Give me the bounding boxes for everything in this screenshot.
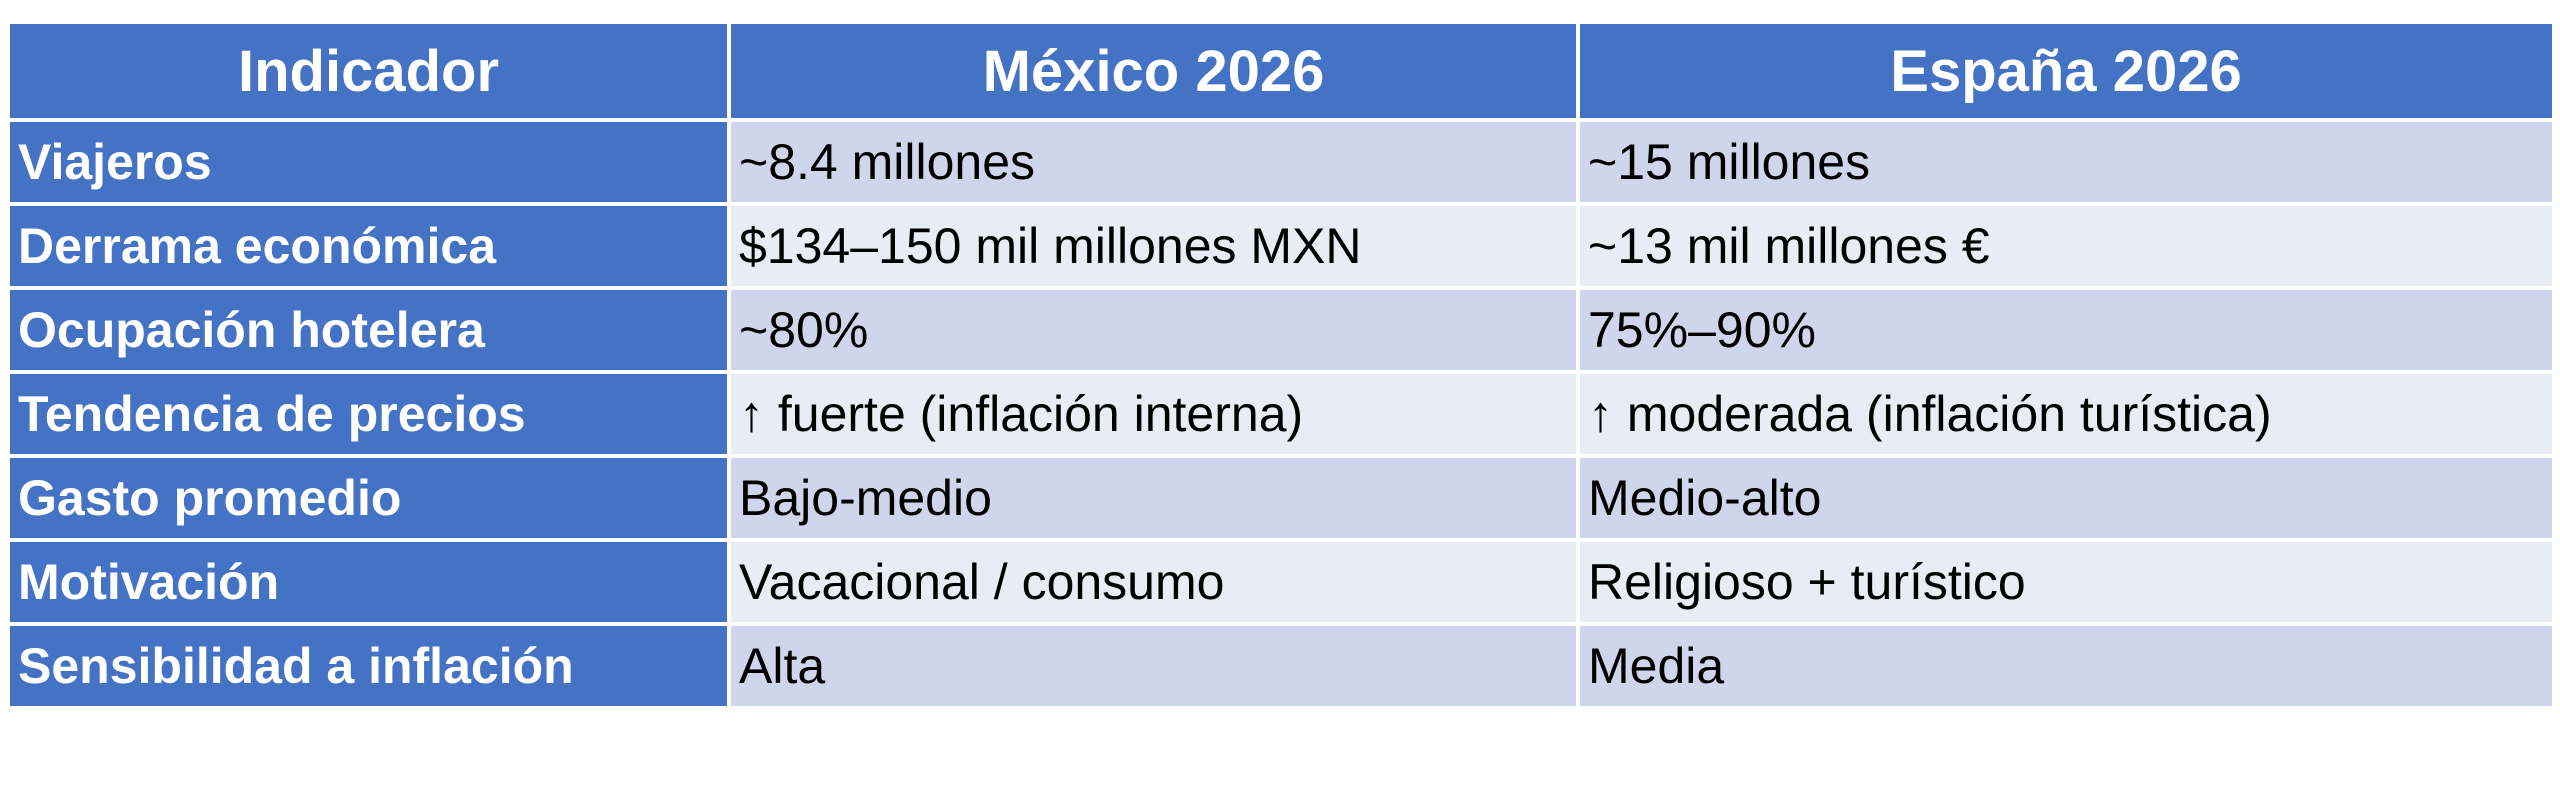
mexico-cell: Bajo-medio (727, 454, 1580, 542)
mexico-cell: Alta (727, 622, 1580, 710)
espana-cell: ~15 millones (1576, 118, 2556, 206)
indicator-cell: Derrama económica (6, 202, 731, 290)
table-row: Viajeros ~8.4 millones ~15 millones (6, 118, 2556, 206)
indicator-cell: Gasto promedio (6, 454, 731, 542)
indicator-cell: Ocupación hotelera (6, 286, 731, 374)
table-row: Derrama económica $134–150 mil millones M… (6, 202, 2556, 290)
espana-cell: Media (1576, 622, 2556, 710)
mexico-cell: ~80% (727, 286, 1580, 374)
espana-cell: ↑ moderada (inflación turística) (1576, 370, 2556, 458)
table-row: Sensibilidad a inflación Alta Media (6, 622, 2556, 710)
mexico-cell: ~8.4 millones (727, 118, 1580, 206)
indicator-cell: Viajeros (6, 118, 731, 206)
comparison-table: Indicador México 2026 España 2026 Viajer… (6, 20, 2556, 710)
mexico-cell: $134–150 mil millones MXN (727, 202, 1580, 290)
table-row: Motivación Vacacional / consumo Religioso … (6, 538, 2556, 626)
header-espana: España 2026 (1576, 20, 2556, 122)
espana-cell: ~13 mil millones € (1576, 202, 2556, 290)
espana-cell: Medio-alto (1576, 454, 2556, 542)
indicator-cell: Tendencia de precios (6, 370, 731, 458)
mexico-cell: Vacacional / consumo (727, 538, 1580, 626)
mexico-cell: ↑ fuerte (inflación interna) (727, 370, 1580, 458)
table-row: Tendencia de precios ↑ fuerte (inflación … (6, 370, 2556, 458)
header-indicador: Indicador (6, 20, 731, 122)
header-row: Indicador México 2026 España 2026 (6, 20, 2556, 122)
header-mexico: México 2026 (727, 20, 1580, 122)
espana-cell: 75%–90% (1576, 286, 2556, 374)
indicator-cell: Sensibilidad a inflación (6, 622, 731, 710)
table-row: Ocupación hotelera ~80% 75%–90% (6, 286, 2556, 374)
indicator-cell: Motivación (6, 538, 731, 626)
table-row: Gasto promedio Bajo-medio Medio-alto (6, 454, 2556, 542)
espana-cell: Religioso + turístico (1576, 538, 2556, 626)
